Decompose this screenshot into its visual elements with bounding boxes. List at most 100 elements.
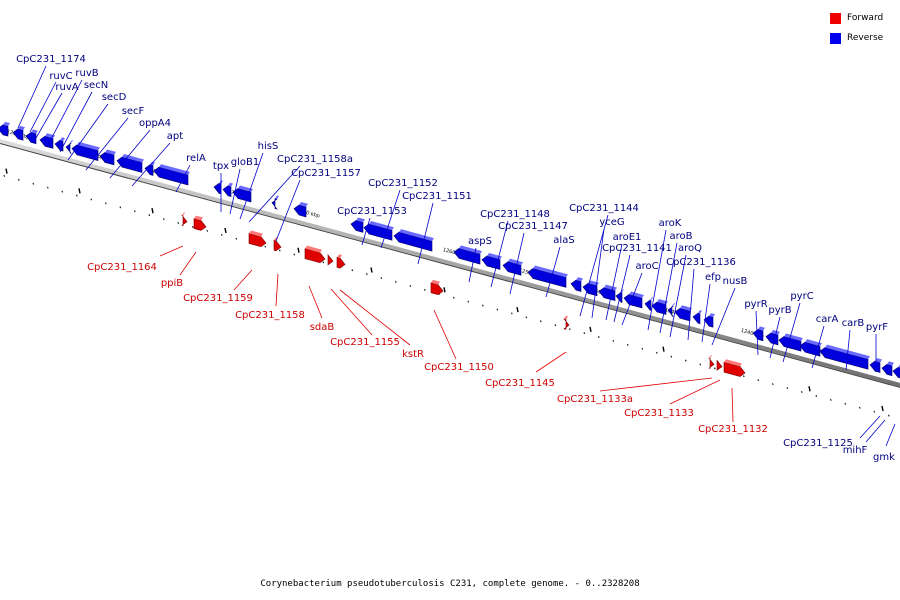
reverse-gene-32-box[interactable] bbox=[674, 307, 691, 322]
gene-label-aroe1[interactable]: aroE1 bbox=[613, 232, 642, 243]
reverse-gene-31[interactable] bbox=[667, 303, 675, 317]
gene-label-secf[interactable]: secF bbox=[122, 106, 145, 117]
forward-gene-7[interactable] bbox=[336, 254, 346, 269]
gene-label-cpc231-1125[interactable]: CpC231_1125 bbox=[783, 438, 853, 449]
forward-gene-8[interactable] bbox=[430, 279, 444, 296]
gene-label-asps[interactable]: aspS bbox=[468, 236, 492, 247]
reverse-gene-12-box[interactable] bbox=[213, 183, 222, 195]
forward-gene-6-box[interactable] bbox=[327, 254, 334, 266]
reverse-gene-37[interactable] bbox=[778, 333, 803, 352]
gene-label-aroq[interactable]: aroQ bbox=[678, 243, 702, 254]
forward-gene-10-box[interactable] bbox=[708, 357, 715, 369]
reverse-gene-24-box[interactable] bbox=[570, 279, 582, 292]
reverse-gene-15-box[interactable] bbox=[271, 198, 278, 210]
reverse-gene-9[interactable] bbox=[116, 154, 144, 173]
gene-label-yceg[interactable]: yceG bbox=[599, 217, 624, 228]
reverse-gene-3-box[interactable] bbox=[25, 132, 37, 145]
gene-label-ruva[interactable]: ruvA bbox=[55, 82, 78, 93]
gene-label-cpc231-1152[interactable]: CpC231_1152 bbox=[368, 178, 438, 189]
reverse-gene-35[interactable] bbox=[752, 326, 765, 342]
gene-label-cpc231-1158a[interactable]: CpC231_1158a bbox=[277, 154, 353, 165]
gene-label-aroc[interactable]: aroC bbox=[635, 261, 658, 272]
reverse-gene-36[interactable] bbox=[765, 329, 780, 346]
gene-label-hiss[interactable]: hisS bbox=[258, 141, 279, 152]
reverse-gene-41-box[interactable] bbox=[881, 364, 893, 377]
gene-label-apt[interactable]: apt bbox=[167, 131, 183, 142]
gene-label-cpc231-1132[interactable]: CpC231_1132 bbox=[698, 424, 768, 435]
gene-label-cpc231-1136[interactable]: CpC231_1136 bbox=[666, 257, 736, 268]
reverse-gene-13-box[interactable] bbox=[222, 185, 232, 197]
reverse-gene-1-box[interactable] bbox=[0, 124, 9, 137]
reverse-gene-6[interactable] bbox=[65, 139, 73, 154]
gene-label-ruvc[interactable]: ruvC bbox=[49, 71, 72, 82]
reverse-gene-4-box[interactable] bbox=[39, 135, 54, 149]
reverse-gene-41[interactable] bbox=[881, 361, 894, 377]
reverse-gene-10-box[interactable] bbox=[144, 164, 154, 176]
reverse-gene-23[interactable] bbox=[527, 265, 568, 288]
gene-label-pyrr[interactable]: pyrR bbox=[744, 299, 767, 310]
reverse-gene-2[interactable] bbox=[12, 125, 25, 141]
gene-label-pyrf[interactable]: pyrF bbox=[866, 322, 888, 333]
gene-label-pyrc[interactable]: pyrC bbox=[790, 291, 813, 302]
gene-label-oppa4[interactable]: oppA4 bbox=[139, 118, 171, 129]
reverse-gene-5-box[interactable] bbox=[54, 139, 64, 152]
gene-label-ppib[interactable]: ppiB bbox=[161, 278, 183, 289]
forward-gene-12-box[interactable] bbox=[723, 361, 746, 377]
gene-label-carb[interactable]: carB bbox=[842, 318, 865, 329]
forward-gene-3[interactable] bbox=[248, 230, 267, 248]
gene-label-cpc231-1159[interactable]: CpC231_1159 bbox=[183, 293, 253, 304]
reverse-gene-1[interactable] bbox=[0, 121, 10, 137]
forward-gene-2[interactable] bbox=[193, 215, 207, 231]
gene-label-kstr[interactable]: kstR bbox=[402, 349, 424, 360]
reverse-gene-40-box[interactable] bbox=[869, 360, 881, 373]
reverse-gene-6-box[interactable] bbox=[65, 142, 72, 154]
reverse-gene-13[interactable] bbox=[222, 182, 233, 197]
reverse-gene-33-box[interactable] bbox=[692, 312, 701, 325]
reverse-gene-2-box[interactable] bbox=[12, 128, 24, 141]
gene-label-alas[interactable]: alaS bbox=[553, 235, 574, 246]
reverse-gene-26[interactable] bbox=[598, 284, 617, 302]
reverse-gene-8-box[interactable] bbox=[99, 152, 115, 166]
gene-label-secd[interactable]: secD bbox=[102, 92, 127, 103]
reverse-gene-7[interactable] bbox=[71, 141, 100, 161]
reverse-gene-11-box[interactable] bbox=[153, 166, 189, 186]
forward-gene-12[interactable] bbox=[723, 359, 746, 377]
forward-gene-1[interactable] bbox=[181, 212, 188, 226]
gene-label-glob1[interactable]: gloB1 bbox=[231, 157, 259, 168]
reverse-gene-11[interactable] bbox=[153, 164, 190, 186]
gene-label-cpc231-1150[interactable]: CpC231_1150 bbox=[424, 362, 494, 373]
gene-label-cpc231-1164[interactable]: CpC231_1164 bbox=[87, 262, 157, 273]
reverse-gene-24[interactable] bbox=[570, 277, 583, 292]
gene-label-cpc231-1148[interactable]: CpC231_1148 bbox=[480, 209, 550, 220]
gene-label-cpc231-1141[interactable]: CpC231_1141 bbox=[602, 243, 672, 254]
forward-gene-9[interactable] bbox=[563, 315, 570, 330]
gene-label-cpc231-1145[interactable]: CpC231_1145 bbox=[485, 378, 555, 389]
reverse-gene-15[interactable] bbox=[271, 195, 279, 210]
forward-gene-5[interactable] bbox=[304, 245, 326, 264]
reverse-gene-38-box[interactable] bbox=[799, 341, 821, 357]
gene-label-cpc231-1174[interactable]: CpC231_1174 bbox=[16, 54, 86, 65]
reverse-gene-14-box[interactable] bbox=[232, 188, 252, 203]
reverse-gene-38[interactable] bbox=[799, 339, 822, 357]
reverse-gene-20[interactable] bbox=[453, 245, 482, 265]
reverse-gene-17-box[interactable] bbox=[350, 220, 364, 233]
reverse-gene-29-box[interactable] bbox=[644, 299, 652, 311]
reverse-gene-25-box[interactable] bbox=[582, 283, 598, 297]
forward-gene-11[interactable] bbox=[716, 357, 723, 371]
reverse-gene-28[interactable] bbox=[623, 291, 644, 309]
reverse-gene-8[interactable] bbox=[99, 149, 116, 166]
forward-gene-11-box[interactable] bbox=[716, 359, 723, 371]
gene-label-cpc231-1133a[interactable]: CpC231_1133a bbox=[557, 394, 633, 405]
gene-label-mihf[interactable]: mihF bbox=[843, 445, 868, 456]
gene-label-cpc231-1133[interactable]: CpC231_1133 bbox=[624, 408, 694, 419]
gene-label-cpc231-1155[interactable]: CpC231_1155 bbox=[330, 337, 400, 348]
reverse-gene-33[interactable] bbox=[692, 310, 702, 325]
gene-label-secn[interactable]: secN bbox=[84, 80, 108, 91]
reverse-gene-36-box[interactable] bbox=[765, 332, 779, 346]
forward-gene-7-box[interactable] bbox=[336, 256, 346, 269]
gene-label-arok[interactable]: aroK bbox=[659, 218, 682, 229]
gene-label-arob[interactable]: aroB bbox=[670, 231, 693, 242]
gene-label-nusb[interactable]: nusB bbox=[723, 276, 748, 287]
gene-label-cpc231-1153[interactable]: CpC231_1153 bbox=[337, 206, 407, 217]
forward-gene-8-box[interactable] bbox=[430, 282, 444, 296]
